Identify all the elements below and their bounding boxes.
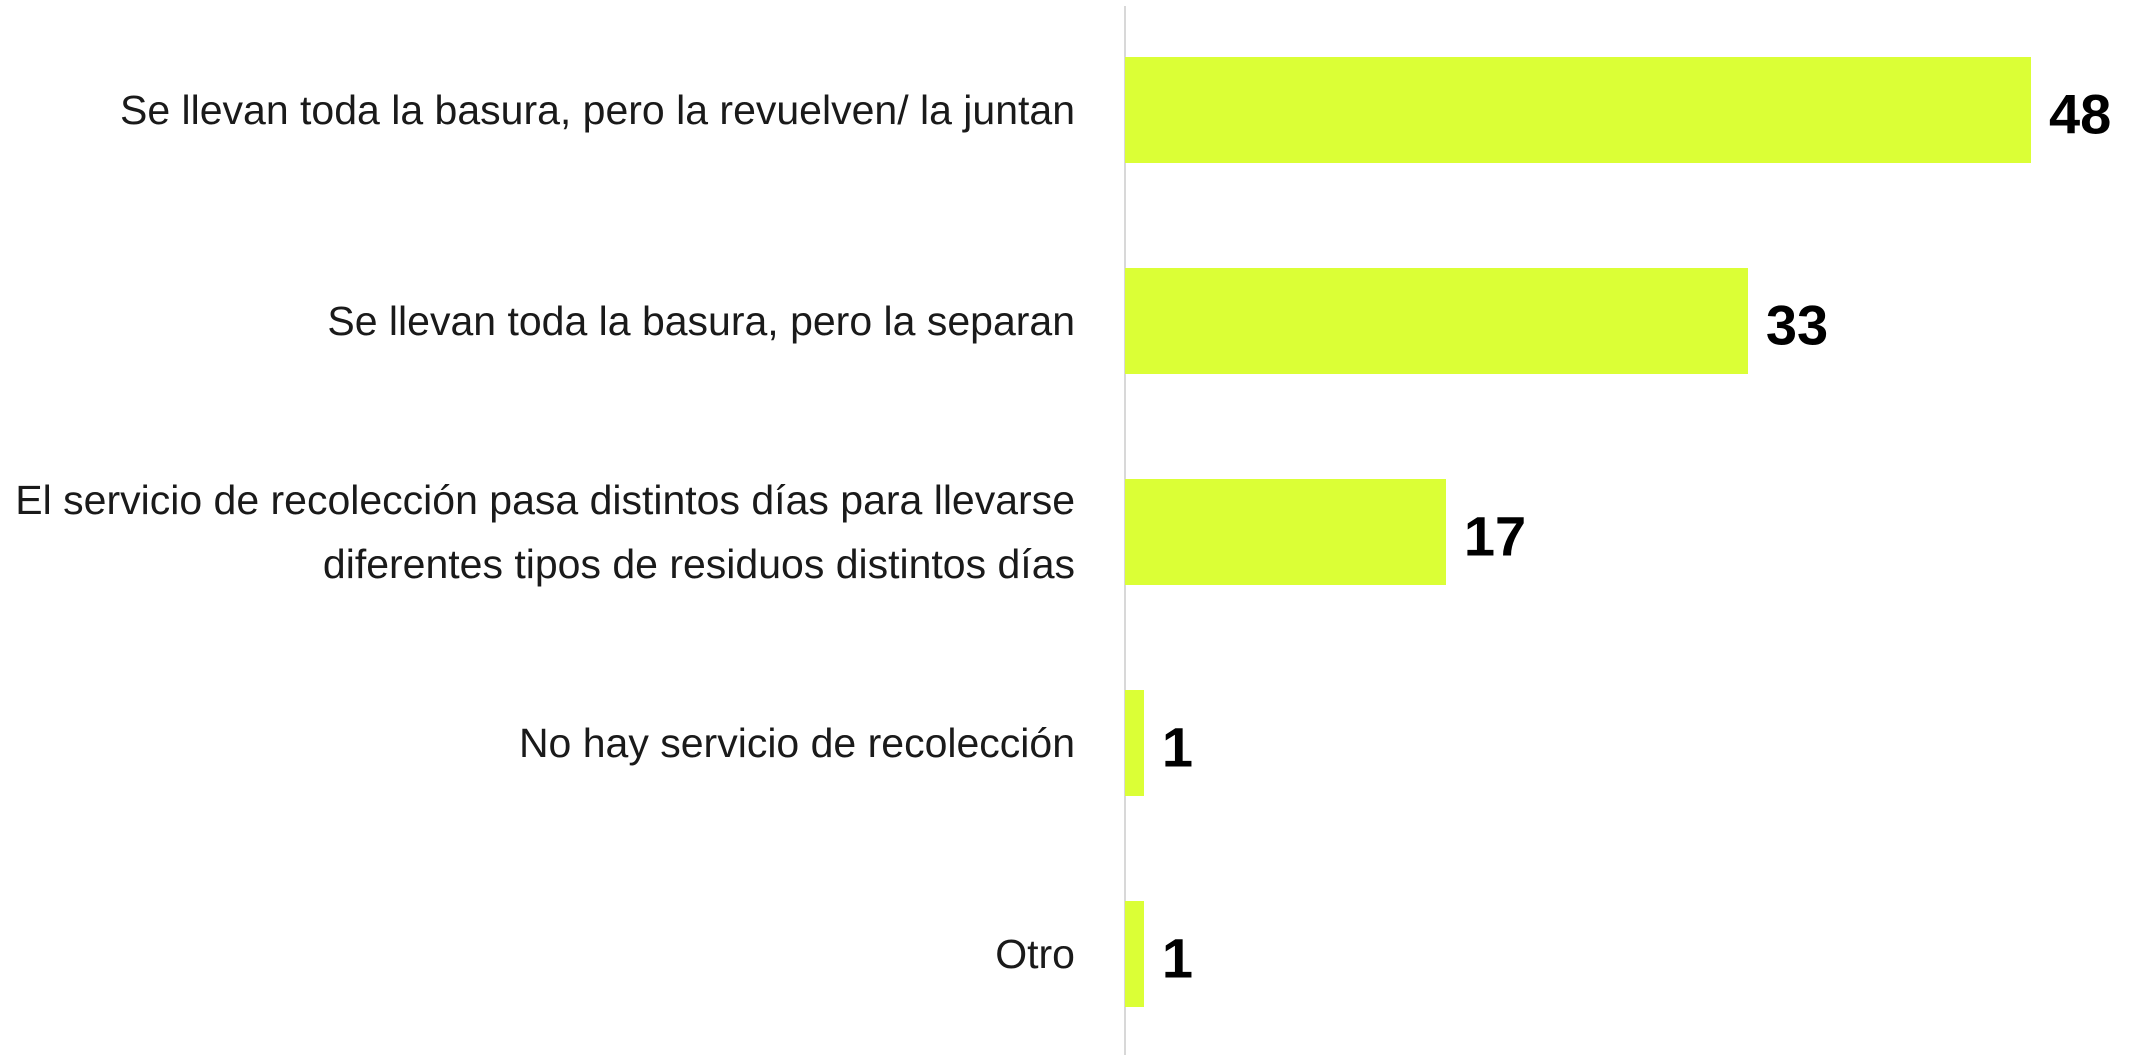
bar — [1125, 901, 1144, 1007]
category-label: No hay servicio de recolección — [518, 720, 1075, 766]
category-label: Se llevan toda la basura, pero la revuel… — [119, 87, 1075, 133]
bar — [1125, 268, 1748, 374]
category-label: Otro — [995, 931, 1075, 977]
bar — [1125, 479, 1446, 585]
bar — [1125, 690, 1144, 796]
value-label: 33 — [1765, 293, 1829, 357]
value-label: 48 — [2049, 82, 2112, 146]
category-label: Se llevan toda la basura, pero la separa… — [327, 298, 1075, 344]
value-label: 17 — [1463, 504, 1527, 568]
value-label: 1 — [1161, 926, 1194, 990]
category-label: El servicio de recolección pasa distinto… — [15, 477, 1075, 587]
value-label: 1 — [1161, 715, 1194, 779]
bar — [1125, 57, 2031, 163]
